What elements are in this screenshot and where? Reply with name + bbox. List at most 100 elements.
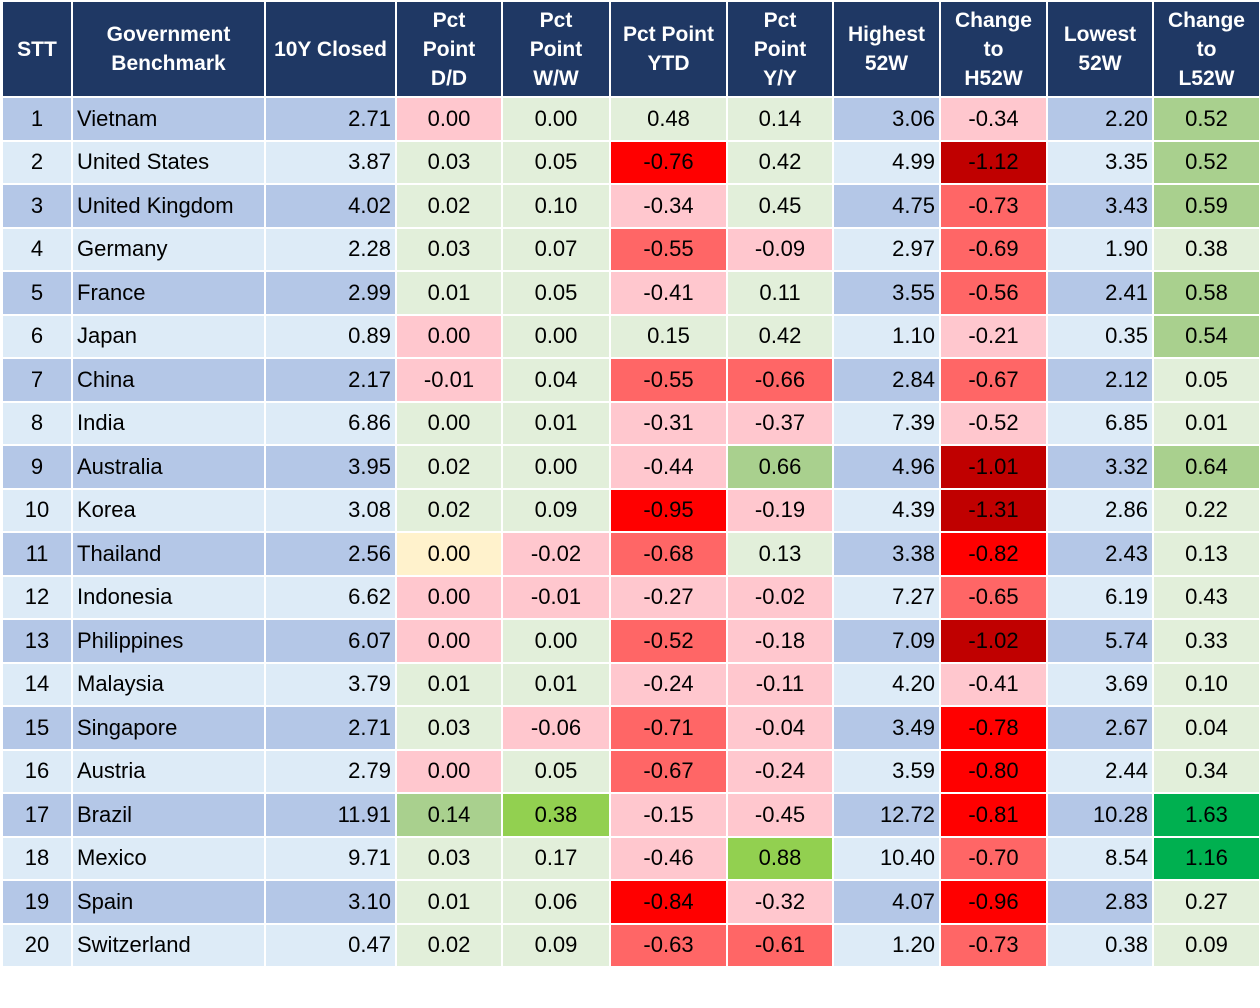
cell-change-to-h52w: -0.52 xyxy=(939,400,1048,446)
cell-10y-closed: 4.02 xyxy=(264,183,397,229)
cell-pct-point-dd: 0.03 xyxy=(395,835,503,881)
cell-stt: 7 xyxy=(1,357,73,403)
cell-pct-point-yy: -0.09 xyxy=(726,226,834,272)
cell-stt: 9 xyxy=(1,444,73,490)
table-row: 15 Singapore 2.71 0.03 -0.06 -0.71 -0.04 3.49 -0… xyxy=(1,705,1260,751)
cell-pct-point-yy: 0.11 xyxy=(726,270,834,316)
header-dd: Pct Point D/D xyxy=(395,0,503,98)
cell-stt: 13 xyxy=(1,618,73,664)
cell-benchmark-name: Indonesia xyxy=(71,574,266,620)
table-row: 7 China 2.17 -0.01 0.04 -0.55 -0.66 2.84 -0.67 2.… xyxy=(1,357,1260,403)
cell-change-to-l52w: 0.34 xyxy=(1152,748,1260,794)
table-row: 14 Malaysia 3.79 0.01 0.01 -0.24 -0.11 4.20 -0.4… xyxy=(1,661,1260,707)
cell-10y-closed: 2.79 xyxy=(264,748,397,794)
table-row: 13 Philippines 6.07 0.00 0.00 -0.52 -0.18 7.09-… xyxy=(1,618,1260,664)
cell-change-to-l52w: 0.43 xyxy=(1152,574,1260,620)
cell-benchmark-name: Switzerland xyxy=(71,922,266,968)
cell-change-to-h52w: -0.73 xyxy=(939,183,1048,229)
cell-pct-point-ww: 0.06 xyxy=(501,879,611,925)
cell-pct-point-ytd: -0.76 xyxy=(609,139,728,185)
cell-stt: 5 xyxy=(1,270,73,316)
cell-change-to-l52w: 0.64 xyxy=(1152,444,1260,490)
table-row: 1 Vietnam 2.71 0.00 0.00 0.48 0.14 3.06 -0.34 2.2… xyxy=(1,96,1260,142)
cell-pct-point-dd: 0.00 xyxy=(395,400,503,446)
cell-pct-point-ww: 0.00 xyxy=(501,313,611,359)
cell-pct-point-ww: 0.05 xyxy=(501,748,611,794)
cell-lowest-52w: 2.41 xyxy=(1046,270,1154,316)
cell-lowest-52w: 0.35 xyxy=(1046,313,1154,359)
cell-highest-52w: 7.09 xyxy=(832,618,941,664)
cell-change-to-h52w: -0.41 xyxy=(939,661,1048,707)
cell-change-to-h52w: -0.73 xyxy=(939,922,1048,968)
cell-change-to-h52w: -0.65 xyxy=(939,574,1048,620)
table-row: 6 Japan 0.89 0.00 0.00 0.15 0.42 1.10 -0.21 0.35 0… xyxy=(1,313,1260,359)
table-row: 11 Thailand 2.56 0.00 -0.02 -0.68 0.13 3.38 -0.8… xyxy=(1,531,1260,577)
cell-benchmark-name: China xyxy=(71,357,266,403)
cell-highest-52w: 3.49 xyxy=(832,705,941,751)
cell-pct-point-ww: 0.05 xyxy=(501,139,611,185)
cell-10y-closed: 3.87 xyxy=(264,139,397,185)
cell-pct-point-dd: 0.03 xyxy=(395,139,503,185)
cell-pct-point-dd: 0.01 xyxy=(395,661,503,707)
cell-change-to-h52w: -0.67 xyxy=(939,357,1048,403)
cell-lowest-52w: 0.38 xyxy=(1046,922,1154,968)
cell-change-to-l52w: 0.58 xyxy=(1152,270,1260,316)
cell-pct-point-ytd: -0.44 xyxy=(609,444,728,490)
cell-change-to-l52w: 0.54 xyxy=(1152,313,1260,359)
cell-benchmark-name: Korea xyxy=(71,487,266,533)
cell-10y-closed: 9.71 xyxy=(264,835,397,881)
cell-pct-point-ytd: -0.46 xyxy=(609,835,728,881)
cell-pct-point-ytd: -0.55 xyxy=(609,226,728,272)
cell-pct-point-ytd: 0.15 xyxy=(609,313,728,359)
cell-pct-point-dd: 0.00 xyxy=(395,748,503,794)
cell-benchmark-name: Spain xyxy=(71,879,266,925)
cell-10y-closed: 2.56 xyxy=(264,531,397,577)
cell-pct-point-yy: -0.11 xyxy=(726,661,834,707)
cell-pct-point-ww: 0.38 xyxy=(501,792,611,838)
cell-benchmark-name: Malaysia xyxy=(71,661,266,707)
cell-pct-point-dd: 0.00 xyxy=(395,574,503,620)
cell-change-to-l52w: 0.27 xyxy=(1152,879,1260,925)
cell-10y-closed: 0.89 xyxy=(264,313,397,359)
cell-stt: 6 xyxy=(1,313,73,359)
cell-lowest-52w: 2.86 xyxy=(1046,487,1154,533)
table-row: 3 United Kingdom 4.02 0.02 0.10 -0.34 0.45 4.75… xyxy=(1,183,1260,229)
cell-stt: 3 xyxy=(1,183,73,229)
cell-10y-closed: 6.86 xyxy=(264,400,397,446)
header-yy: Pct Point Y/Y xyxy=(726,0,834,98)
cell-pct-point-yy: -0.32 xyxy=(726,879,834,925)
cell-change-to-l52w: 0.52 xyxy=(1152,139,1260,185)
cell-change-to-l52w: 1.63 xyxy=(1152,792,1260,838)
cell-pct-point-dd: 0.01 xyxy=(395,879,503,925)
cell-change-to-h52w: -1.01 xyxy=(939,444,1048,490)
table-row: 12 Indonesia 6.62 0.00 -0.01 -0.27 -0.02 7.27 -0… xyxy=(1,574,1260,620)
cell-benchmark-name: Brazil xyxy=(71,792,266,838)
cell-10y-closed: 2.71 xyxy=(264,705,397,751)
cell-highest-52w: 3.59 xyxy=(832,748,941,794)
cell-highest-52w: 10.40 xyxy=(832,835,941,881)
table-row: 4 Germany 2.28 0.03 0.07 -0.55 -0.09 2.97 -0.69 1… xyxy=(1,226,1260,272)
bond-yield-table: STT Government Benchmark 10Y Closed Pct Po… xyxy=(1,0,1260,968)
cell-change-to-h52w: -0.34 xyxy=(939,96,1048,142)
cell-pct-point-ytd: -0.71 xyxy=(609,705,728,751)
cell-pct-point-ww: 0.00 xyxy=(501,618,611,664)
cell-10y-closed: 2.99 xyxy=(264,270,397,316)
cell-pct-point-yy: -0.45 xyxy=(726,792,834,838)
cell-lowest-52w: 3.35 xyxy=(1046,139,1154,185)
cell-pct-point-yy: 0.45 xyxy=(726,183,834,229)
cell-stt: 16 xyxy=(1,748,73,794)
cell-lowest-52w: 8.54 xyxy=(1046,835,1154,881)
cell-highest-52w: 4.07 xyxy=(832,879,941,925)
cell-lowest-52w: 5.74 xyxy=(1046,618,1154,664)
cell-change-to-h52w: -0.69 xyxy=(939,226,1048,272)
cell-10y-closed: 6.62 xyxy=(264,574,397,620)
cell-stt: 4 xyxy=(1,226,73,272)
table-row: 8 India 6.86 0.00 0.01 -0.31 -0.37 7.39 -0.52 6.8… xyxy=(1,400,1260,446)
cell-pct-point-yy: 0.66 xyxy=(726,444,834,490)
cell-pct-point-ww: -0.01 xyxy=(501,574,611,620)
cell-change-to-l52w: 0.10 xyxy=(1152,661,1260,707)
cell-10y-closed: 3.79 xyxy=(264,661,397,707)
cell-highest-52w: 1.10 xyxy=(832,313,941,359)
cell-10y-closed: 3.10 xyxy=(264,879,397,925)
cell-benchmark-name: France xyxy=(71,270,266,316)
